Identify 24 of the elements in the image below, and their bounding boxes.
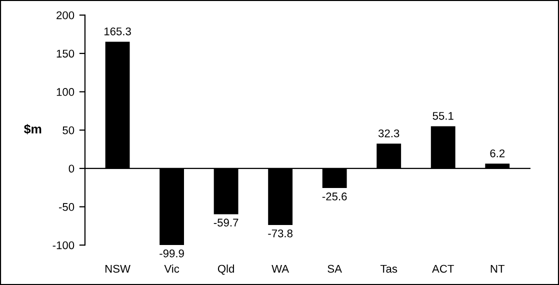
- data-label: 32.3: [378, 129, 400, 138]
- y-tick-label: -50: [58, 203, 74, 211]
- y-tick-label: 150: [56, 50, 74, 58]
- x-tick-label: SA: [328, 264, 342, 273]
- x-tick-label: Qld: [218, 264, 234, 275]
- x-tick-label: NT: [490, 264, 505, 273]
- y-tick-label: 100: [56, 88, 74, 96]
- data-label: 6.2: [490, 149, 505, 158]
- data-label: -25.6: [322, 192, 347, 200]
- x-tick-label: ACT: [432, 264, 454, 273]
- x-tick-label: Tas: [380, 264, 398, 273]
- data-label: -59.7: [214, 218, 238, 227]
- y-tick-label: -100: [52, 241, 74, 250]
- data-label: 165.3: [104, 27, 131, 36]
- y-tick-label: 0: [68, 164, 74, 173]
- y-axis-title: $m: [24, 124, 42, 134]
- data-label: -99.9: [160, 249, 184, 258]
- data-label: 55.1: [432, 112, 454, 120]
- x-tick-label: WA: [272, 264, 290, 273]
- data-label: -73.8: [268, 229, 292, 238]
- x-tick-label: NSW: [105, 264, 130, 273]
- y-tick-label: 50: [62, 126, 74, 134]
- y-tick-label: 200: [56, 11, 74, 20]
- x-tick-label: Vic: [164, 264, 180, 273]
